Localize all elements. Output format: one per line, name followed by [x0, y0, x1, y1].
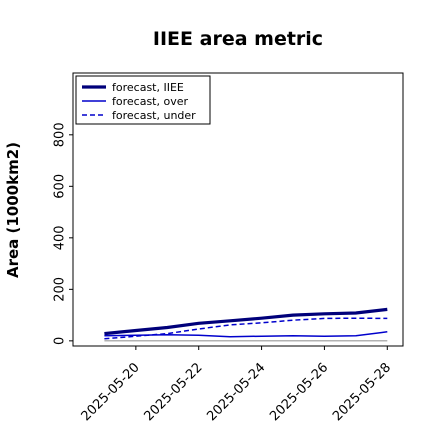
y-tick-label: 0	[53, 337, 68, 345]
y-tick-label: 400	[53, 225, 68, 250]
x-tick-label: 2025-05-24	[204, 360, 268, 424]
y-axis-label: Area (1000km2)	[4, 142, 22, 278]
legend-label: forecast, over	[112, 95, 188, 108]
legend-box	[75, 75, 211, 125]
x-tick-label: 2025-05-28	[330, 360, 394, 424]
series-line-forecast-under	[104, 317, 388, 340]
x-tick-label: 2025-05-20	[79, 360, 143, 424]
x-tick-label: 2025-05-22	[142, 360, 206, 424]
y-tick-label: 200	[53, 277, 68, 302]
y-axis: 0 200 400 600 800	[53, 122, 73, 345]
series-line-forecast-over	[104, 331, 388, 338]
x-tick-label: 2025-05-26	[267, 360, 331, 424]
plot-area	[72, 72, 404, 347]
chart-title: IIEE area metric	[153, 28, 323, 50]
legend-label: forecast, under	[112, 109, 196, 122]
y-tick-label: 600	[53, 174, 68, 199]
series-line-forecast-iiee	[104, 307, 388, 336]
x-axis: 2025-05-202025-05-222025-05-242025-05-26…	[79, 346, 394, 424]
series-group	[104, 307, 388, 342]
legend-label: forecast, IIEE	[112, 81, 184, 94]
y-tick-label: 800	[53, 122, 68, 147]
